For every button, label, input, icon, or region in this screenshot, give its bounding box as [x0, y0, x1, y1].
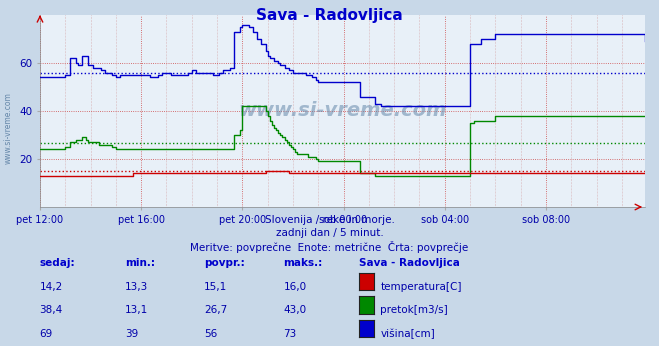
Text: www.si-vreme.com: www.si-vreme.com — [239, 101, 447, 120]
Text: Sava - Radovljica: Sava - Radovljica — [359, 258, 460, 268]
Text: temperatura[C]: temperatura[C] — [380, 282, 462, 292]
Text: 13,1: 13,1 — [125, 305, 148, 315]
Text: 26,7: 26,7 — [204, 305, 227, 315]
Text: 39: 39 — [125, 329, 138, 339]
Text: Meritve: povprečne  Enote: metrične  Črta: povprečje: Meritve: povprečne Enote: metrične Črta:… — [190, 241, 469, 253]
Text: maks.:: maks.: — [283, 258, 323, 268]
Text: sedaj:: sedaj: — [40, 258, 75, 268]
Text: zadnji dan / 5 minut.: zadnji dan / 5 minut. — [275, 228, 384, 238]
Text: min.:: min.: — [125, 258, 156, 268]
Text: 69: 69 — [40, 329, 53, 339]
Text: 15,1: 15,1 — [204, 282, 227, 292]
Text: Sava - Radovljica: Sava - Radovljica — [256, 8, 403, 23]
Text: 13,3: 13,3 — [125, 282, 148, 292]
Text: pretok[m3/s]: pretok[m3/s] — [380, 305, 448, 315]
Text: višina[cm]: višina[cm] — [380, 329, 435, 339]
Text: povpr.:: povpr.: — [204, 258, 245, 268]
Text: 73: 73 — [283, 329, 297, 339]
Text: 56: 56 — [204, 329, 217, 339]
Text: 43,0: 43,0 — [283, 305, 306, 315]
Text: www.si-vreme.com: www.si-vreme.com — [3, 92, 13, 164]
Text: Slovenija / reke in morje.: Slovenija / reke in morje. — [264, 215, 395, 225]
Text: 38,4: 38,4 — [40, 305, 63, 315]
Text: 14,2: 14,2 — [40, 282, 63, 292]
Text: 16,0: 16,0 — [283, 282, 306, 292]
